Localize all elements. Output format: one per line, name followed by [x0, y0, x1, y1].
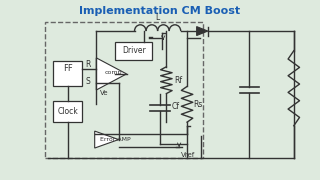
Text: FF: FF	[63, 64, 72, 73]
Text: Rs: Rs	[194, 100, 203, 109]
Text: Vref: Vref	[181, 152, 195, 158]
Bar	[53, 61, 82, 86]
Polygon shape	[96, 58, 126, 90]
Text: Clock: Clock	[57, 107, 78, 116]
Bar	[53, 101, 82, 122]
Text: Implementation CM Boost: Implementation CM Boost	[79, 6, 241, 16]
Polygon shape	[197, 27, 208, 35]
Text: R: R	[86, 60, 91, 69]
Text: Cf: Cf	[171, 102, 179, 111]
Bar	[116, 42, 152, 60]
Text: Error AMP: Error AMP	[100, 137, 131, 142]
Bar	[45, 22, 203, 158]
Text: L: L	[156, 13, 160, 22]
Text: S: S	[86, 76, 91, 86]
Text: Ve: Ve	[100, 90, 108, 96]
Text: Rf: Rf	[174, 76, 182, 85]
Polygon shape	[95, 131, 119, 148]
Text: comp: comp	[104, 70, 122, 75]
Text: Driver: Driver	[122, 46, 146, 55]
